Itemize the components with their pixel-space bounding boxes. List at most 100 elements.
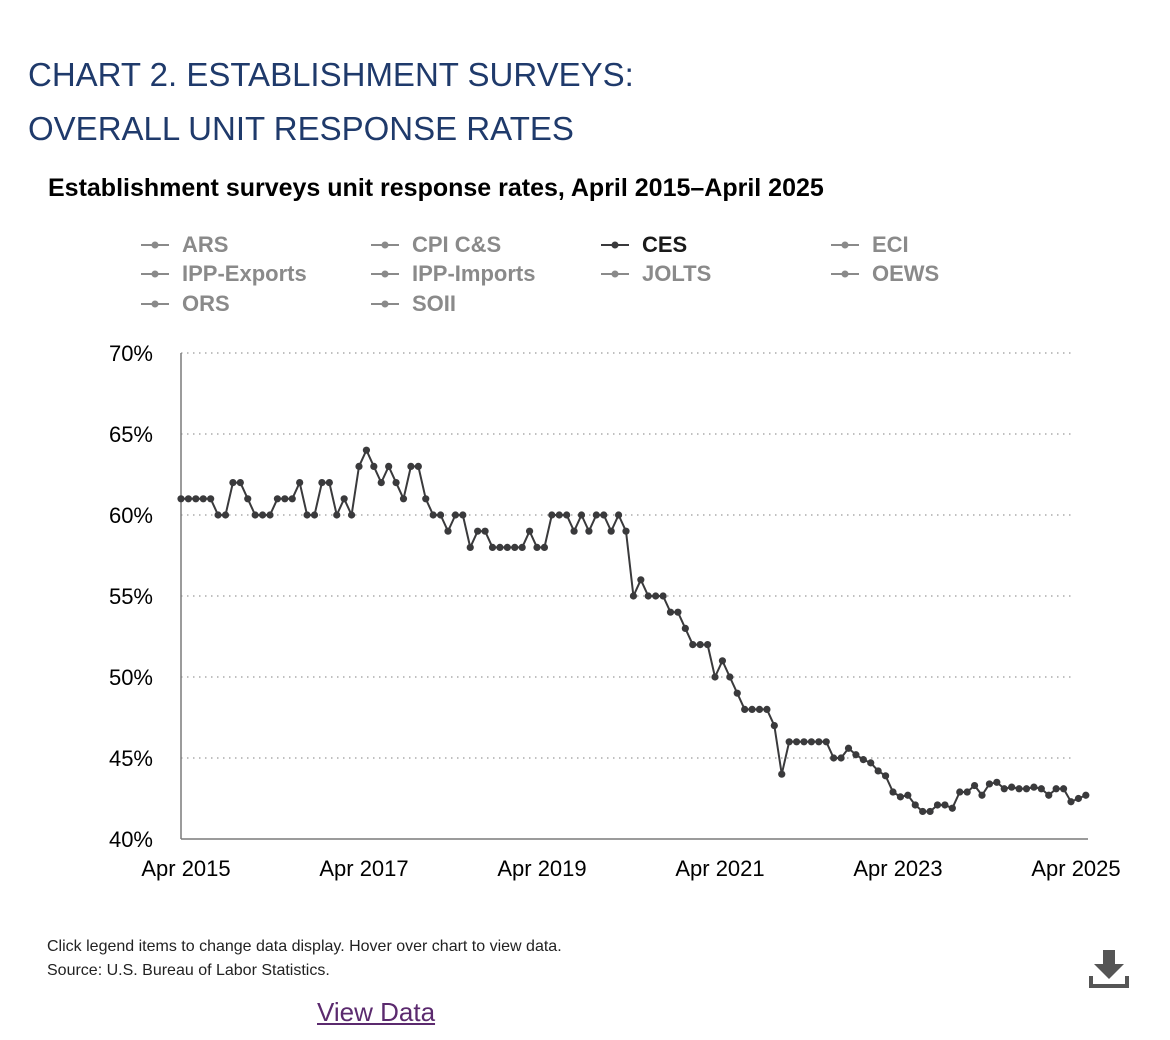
- data-point: [644, 592, 652, 600]
- data-point: [422, 495, 430, 503]
- data-point: [555, 511, 563, 519]
- data-point: [800, 738, 808, 746]
- data-point: [763, 705, 771, 713]
- data-point: [355, 462, 363, 470]
- data-point: [637, 576, 645, 584]
- data-point: [266, 511, 274, 519]
- data-point: [919, 807, 927, 816]
- legend-label: CES: [642, 231, 688, 257]
- x-tick-label: Apr 2019: [497, 856, 586, 881]
- y-tick-label: 55%: [109, 584, 153, 609]
- data-point: [318, 479, 326, 487]
- data-point: [926, 807, 934, 816]
- data-point: [199, 495, 207, 503]
- data-point: [229, 479, 237, 487]
- data-point: [681, 624, 689, 632]
- data-point: [451, 511, 460, 519]
- y-tick-label: 70%: [109, 341, 153, 366]
- legend-marker: [141, 300, 169, 308]
- data-point: [347, 511, 356, 519]
- data-point: [970, 781, 979, 790]
- data-point: [207, 495, 215, 503]
- y-tick-label: 60%: [109, 503, 153, 528]
- data-point: [407, 462, 415, 470]
- data-point: [570, 527, 578, 535]
- data-point: [904, 791, 912, 799]
- series-line-ces: [181, 449, 1087, 813]
- legend-label: OEWS: [872, 261, 940, 287]
- data-point: [511, 543, 519, 551]
- legend-item-jolts[interactable]: JOLTS: [600, 260, 830, 290]
- data-point: [563, 511, 571, 519]
- legend-item-eci[interactable]: ECI: [830, 230, 1060, 260]
- data-point: [1059, 785, 1068, 793]
- legend-marker: [371, 270, 399, 278]
- download-icon[interactable]: [1086, 946, 1132, 992]
- legend-label: IPP-Imports: [412, 261, 536, 287]
- y-tick-label: 40%: [109, 827, 153, 852]
- data-point: [244, 495, 252, 503]
- legend-item-cpi-c-s[interactable]: CPI C&S: [370, 230, 600, 260]
- legend-label: JOLTS: [642, 261, 712, 287]
- data-point: [703, 641, 712, 649]
- data-point: [281, 495, 289, 503]
- legend-item-ipp-imports[interactable]: IPP-Imports: [370, 260, 600, 290]
- y-tick-label: 65%: [109, 422, 153, 447]
- data-point: [985, 780, 994, 788]
- data-point: [258, 511, 267, 519]
- data-point: [689, 641, 697, 649]
- data-point: [1052, 785, 1060, 793]
- view-data-link[interactable]: View Data: [317, 997, 436, 1027]
- data-point: [600, 511, 608, 519]
- legend-item-oews[interactable]: OEWS: [830, 260, 1060, 290]
- data-point: [622, 527, 630, 535]
- data-point: [778, 770, 786, 778]
- data-point: [466, 543, 474, 551]
- legend-marker: [141, 241, 169, 249]
- legend-label: ORS: [182, 290, 230, 316]
- legend-label: SOII: [412, 290, 457, 316]
- legend-item-ors[interactable]: ORS: [140, 289, 370, 319]
- data-point: [525, 527, 534, 535]
- data-point: [184, 495, 193, 503]
- legend-item-ces[interactable]: CES: [600, 230, 830, 260]
- data-point: [385, 462, 393, 470]
- data-point: [1008, 783, 1016, 791]
- data-point: [741, 705, 749, 713]
- data-point: [1000, 785, 1008, 793]
- data-point: [933, 801, 942, 809]
- data-point: [370, 462, 378, 470]
- download-icon-graphic: [1089, 950, 1129, 988]
- data-point: [614, 511, 623, 519]
- data-point: [1074, 794, 1083, 803]
- data-point: [296, 479, 304, 487]
- data-point: [807, 738, 816, 746]
- legend-item-ars[interactable]: ARS: [140, 230, 370, 260]
- legend-marker: [371, 300, 399, 308]
- data-point: [881, 772, 890, 780]
- line-chart[interactable]: 70% 65% 60% 55% 50% 45% 40% Apr 2015 Apr 2017 Apr…: [0, 330, 1170, 890]
- data-point: [830, 754, 838, 762]
- data-point: [815, 738, 823, 746]
- data-point: [214, 511, 222, 519]
- chart-title: Establishment surveys unit response rate…: [48, 174, 824, 202]
- x-tick-label: Apr 2023: [853, 856, 942, 881]
- legend-item-ipp-exports[interactable]: IPP-Exports: [140, 260, 370, 290]
- page-heading: CHART 2. ESTABLISHMENT SURVEYS: OVERALL …: [28, 48, 1128, 156]
- x-tick-label: Apr 2025: [1031, 856, 1120, 881]
- data-point: [518, 543, 526, 551]
- data-point: [607, 527, 615, 535]
- legend-marker: [601, 270, 629, 278]
- data-point: [896, 793, 905, 801]
- legend-item-soii[interactable]: SOII: [370, 289, 600, 319]
- legend-marker: [601, 241, 629, 249]
- data-point: [221, 511, 230, 519]
- data-point: [414, 462, 422, 470]
- data-point: [503, 543, 511, 551]
- data-point: [436, 511, 445, 519]
- data-point: [577, 511, 586, 519]
- x-tick-label: Apr 2015: [141, 856, 230, 881]
- data-point: [1082, 791, 1090, 799]
- data-point: [963, 788, 971, 796]
- data-point: [822, 738, 830, 746]
